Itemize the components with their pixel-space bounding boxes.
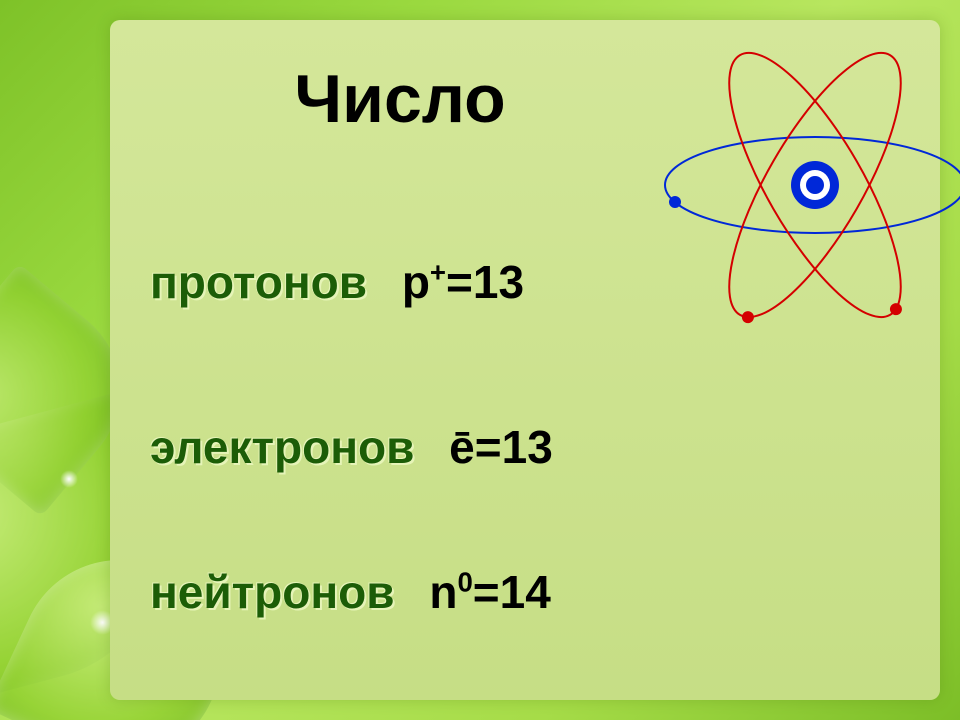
label-protons: протонов [150,256,367,308]
label-electrons: электронов [150,421,414,473]
row-neutrons: нейтронов n0=14 [150,565,551,619]
slide-title: Число [110,60,690,138]
value-neutrons: n0=14 [429,566,551,618]
row-protons: протонов p+=13 [150,255,524,309]
row-electrons: электронов ē=13 [150,420,553,474]
bg-sparkle [60,470,78,488]
slide: Число протонов p+=13 электронов ē=13 ней… [0,0,960,720]
value-protons: p+=13 [402,256,524,308]
value-electrons: ē=13 [449,421,553,473]
label-neutrons: нейтронов [150,566,395,618]
atom-diagram [635,20,960,350]
content-pane: Число протонов p+=13 электронов ē=13 ней… [110,20,940,700]
